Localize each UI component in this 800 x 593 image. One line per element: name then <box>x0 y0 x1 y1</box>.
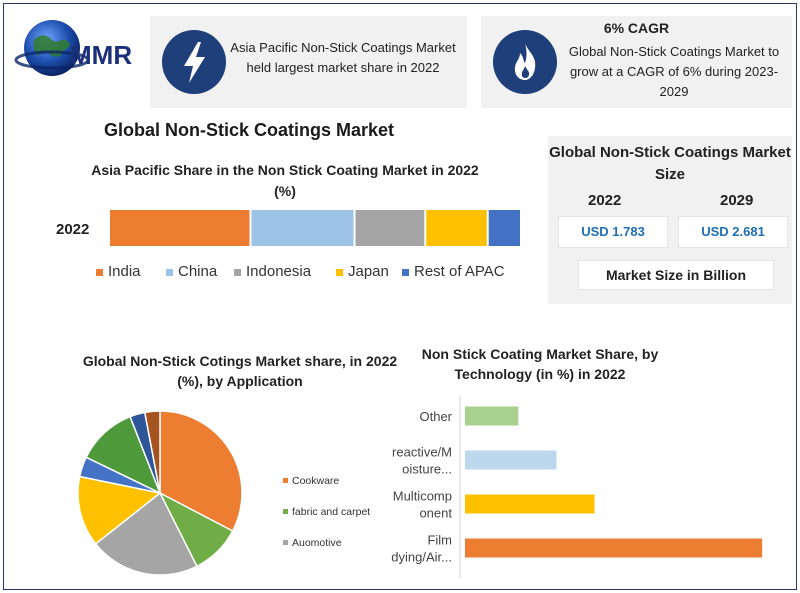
legend-swatch-india <box>96 269 103 276</box>
globe-icon: MMR <box>14 20 132 76</box>
legend-swatch-indonesia <box>234 269 241 276</box>
cagr-title: 6% CAGR <box>603 20 670 36</box>
pie-chart-title: Global Non-Stick Cotings Market share, i… <box>82 353 398 389</box>
legend-swatch-rest-of-apac <box>402 269 409 276</box>
stacked-bar-title: Asia Pacific Share in the Non Stick Coat… <box>91 162 479 199</box>
lightning-icon <box>162 30 226 94</box>
year-2029-label: 2029 <box>720 192 754 209</box>
technology-bar-title: Non Stick Coating Market Share, by Techn… <box>421 346 659 382</box>
market-size-unit: Market Size in Billion <box>578 260 774 290</box>
pie-slice-3 <box>94 491 198 576</box>
legend-swatch-japan <box>336 269 343 276</box>
bar-segment-indonesia <box>355 210 425 246</box>
legend-label-japan: Japan <box>348 263 389 280</box>
bar-segment-rest-of-apac <box>488 210 520 246</box>
technology-bar-reactive-m-oisture <box>465 450 557 470</box>
technology-label-multicomp-onent: Multicomp onent <box>393 489 453 521</box>
category-label-2022: 2022 <box>56 221 89 238</box>
technology-bar-film-dying-air <box>465 538 763 558</box>
technology-bar-chart: Other reactive/M oisture... Multicomp onent F… <box>391 396 763 578</box>
technology-label-film-dying-air: Film dying/Air... <box>391 533 452 565</box>
info-panel-largest-share: Asia Pacific Non-Stick Coatings Market h… <box>150 16 467 108</box>
pie-slice-6 <box>85 415 162 495</box>
info-largest-share-text: Asia Pacific Non-Stick Coatings Market h… <box>230 40 456 75</box>
bar-segment-india <box>110 210 250 246</box>
pie-legend-swatch-cookware <box>283 478 288 483</box>
bar-segment-japan <box>426 210 487 246</box>
technology-bar-multicomp-onent <box>465 494 595 514</box>
pie-slice-4 <box>77 475 162 545</box>
technology-label-other: Other <box>419 409 452 424</box>
legend-label-indonesia: Indonesia <box>246 263 312 280</box>
infographic-frame <box>3 3 797 590</box>
pie-slice-cookware <box>159 410 243 533</box>
mmr-logo: MMR <box>12 14 152 94</box>
info-panel-cagr: 6% CAGR Global Non-Stick Coatings Market… <box>481 16 792 108</box>
pie-legend-label-auomotive: Auomotive <box>292 537 342 549</box>
legend-label-india: India <box>108 263 141 280</box>
bar-segment-china <box>251 210 354 246</box>
pie-legend-swatch-fabric-and-carpet <box>283 509 288 514</box>
info-cagr-text: Global Non-Stick Coatings Market to grow… <box>568 44 780 99</box>
logo-text: MMR <box>70 40 132 70</box>
legend-label-rest-of-apac: Rest of APAC <box>414 263 505 280</box>
market-size-2029-value: USD 2.681 <box>678 216 788 248</box>
flame-icon <box>493 30 557 94</box>
year-2022-label: 2022 <box>588 192 622 209</box>
legend-label-china: China <box>178 263 218 280</box>
pie-legend-swatch-auomotive <box>283 540 288 545</box>
market-size-2022-value: USD 1.783 <box>558 216 668 248</box>
legend-swatch-china <box>166 269 173 276</box>
pie-legend-label-fabric-and-carpet: fabric and carpet <box>292 506 370 518</box>
pie-legend-label-cookware: Cookware <box>292 475 339 487</box>
stacked-bar-chart: 2022 India China Indonesia Japan Rest of APAC <box>56 210 520 280</box>
technology-label-reactive-m-oisture: reactive/M oisture... <box>392 445 452 477</box>
technology-bar-other <box>465 406 519 426</box>
market-size-title: Global Non-Stick Coatings Market Size <box>549 144 791 183</box>
market-size-panel: Global Non-Stick Coatings Market Size 20… <box>548 136 792 304</box>
application-pie-chart: Cookware fabric and carpet Auomotive <box>77 410 370 576</box>
main-title: Global Non-Stick Coatings Market <box>104 120 395 140</box>
pie-slice-8 <box>143 410 161 494</box>
